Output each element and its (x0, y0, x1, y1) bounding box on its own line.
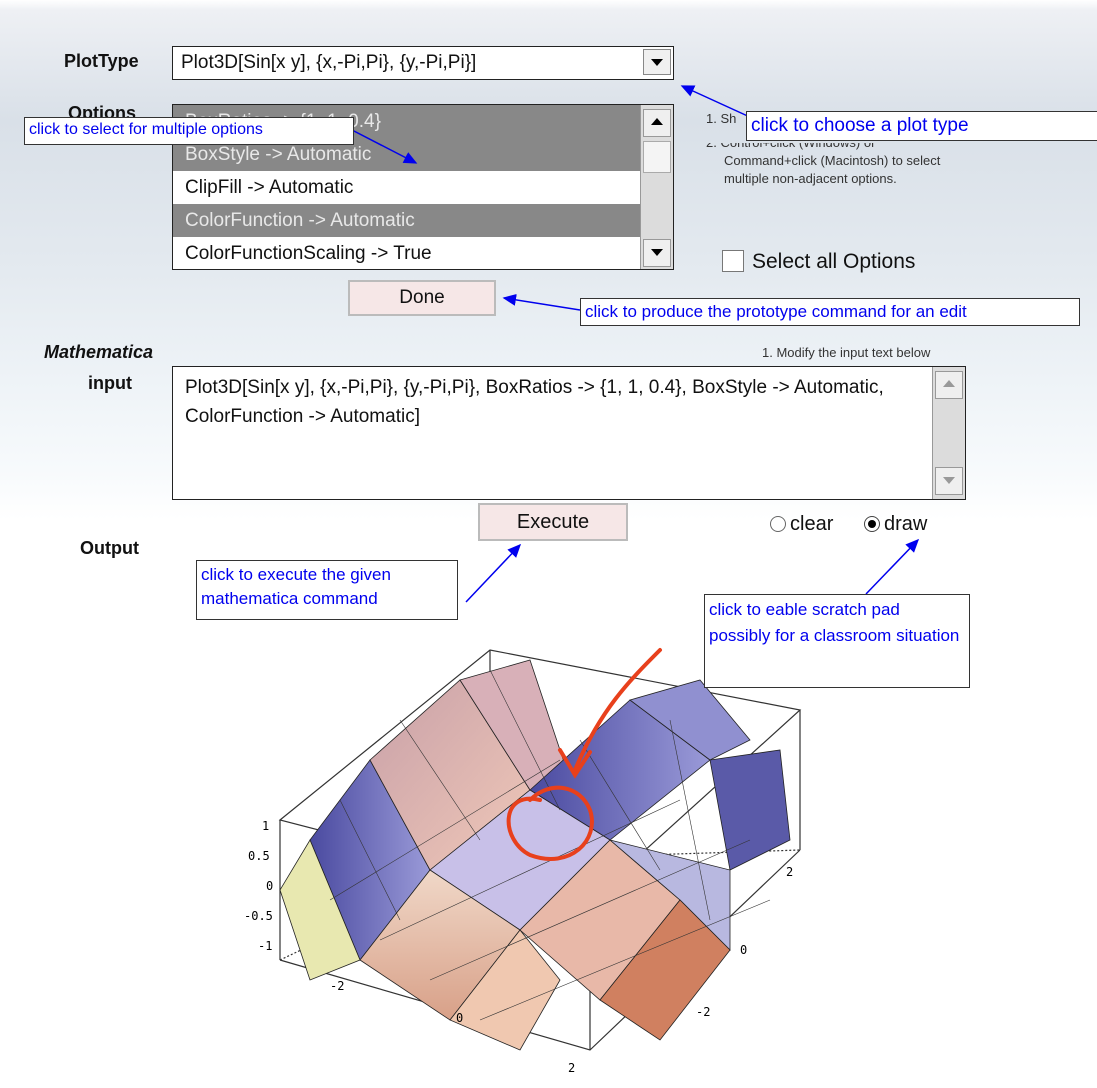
plottype-value: Plot3D[Sin[x y], {x,-Pi,Pi}, {y,-Pi,Pi}] (181, 52, 477, 73)
plot3d-output: 1 0.5 0 -0.5 -1 -2 0 2 2 0 -2 (244, 648, 802, 1075)
x-tick: 0 (456, 1011, 463, 1025)
scroll-up-icon (651, 118, 663, 125)
z-tick: 0.5 (248, 849, 270, 863)
arrow-multi-select (351, 129, 418, 164)
x-tick: -2 (330, 979, 344, 993)
annotation-plot-type: click to choose a plot type (746, 111, 1097, 141)
output-label: Output (80, 538, 139, 558)
scroll-up-button[interactable] (935, 371, 963, 399)
option-item[interactable]: ClipFill -> Automatic (185, 177, 354, 198)
mathematica-label: Mathematica (44, 342, 154, 362)
mathematica-input-textarea[interactable]: Plot3D[Sin[x y], {x,-Pi,Pi}, {y,-Pi,Pi},… (172, 366, 966, 500)
z-tick: -0.5 (244, 909, 273, 923)
annotation-scratch: click to eable scratch pad possibly for … (704, 594, 970, 688)
z-tick: 1 (262, 819, 269, 833)
y-tick: -2 (696, 1005, 710, 1019)
dropdown-arrow-icon (651, 59, 663, 66)
options-scrollbar[interactable] (640, 105, 673, 269)
annotation-arrows (351, 85, 920, 603)
plot-mesh-lines (329, 669, 771, 1021)
annotation-execute: click to execute the given mathematica c… (196, 560, 458, 620)
scroll-up-icon (943, 380, 955, 387)
options-instruction-4: multiple non-adjacent options. (724, 171, 897, 186)
scroll-down-button[interactable] (935, 467, 963, 495)
radio-icon (868, 520, 876, 528)
done-button[interactable]: Done (348, 280, 496, 316)
y-tick: 2 (786, 865, 793, 879)
plot-surface (279, 659, 791, 1051)
arrow-draw (865, 538, 920, 595)
input-label: input (88, 373, 132, 393)
radio-clear-label: clear (790, 513, 834, 535)
radio-draw[interactable] (864, 516, 880, 532)
plottype-label: PlotType (64, 51, 139, 71)
input-text: Plot3D[Sin[x y], {x,-Pi,Pi}, {y,-Pi,Pi},… (185, 377, 884, 427)
scroll-thumb[interactable] (643, 141, 671, 173)
scroll-down-icon (651, 249, 663, 256)
scroll-up-button[interactable] (643, 109, 671, 137)
scroll-down-icon (943, 477, 955, 484)
options-instruction-1: 1. Sh (706, 111, 737, 126)
plottype-dropdown-button[interactable] (643, 49, 671, 75)
options-instruction-3: Command+click (Macintosh) to select (724, 153, 941, 168)
radio-draw-label: draw (884, 513, 928, 535)
scroll-down-button[interactable] (643, 239, 671, 267)
options-instruction-2: 2. Control+click (Windows) or (706, 135, 876, 150)
annotation-done: click to produce the prototype command f… (580, 298, 1080, 326)
execute-button[interactable]: Execute (478, 503, 628, 541)
select-all-label: Select all Options (752, 250, 916, 273)
arrow-done (502, 293, 581, 311)
annotation-multi-select: click to select for multiple options (24, 117, 354, 145)
arrow-execute (465, 543, 522, 603)
option-item[interactable]: ColorFunctionScaling -> True (185, 243, 432, 264)
scratch-pad-drawing (506, 648, 662, 861)
select-all-checkbox[interactable] (722, 250, 744, 272)
option-item[interactable]: ColorFunction -> Automatic (173, 204, 673, 237)
x-tick: 2 (568, 1061, 575, 1075)
input-hint: 1. Modify the input text below (762, 345, 931, 360)
z-tick: -1 (258, 939, 272, 953)
z-tick: 0 (266, 879, 273, 893)
y-tick: 0 (740, 943, 747, 957)
radio-clear[interactable] (770, 516, 786, 532)
plottype-select[interactable]: Plot3D[Sin[x y], {x,-Pi,Pi}, {y,-Pi,Pi}] (172, 46, 674, 80)
arrow-plot-type (680, 85, 753, 119)
input-scrollbar[interactable] (932, 367, 965, 499)
